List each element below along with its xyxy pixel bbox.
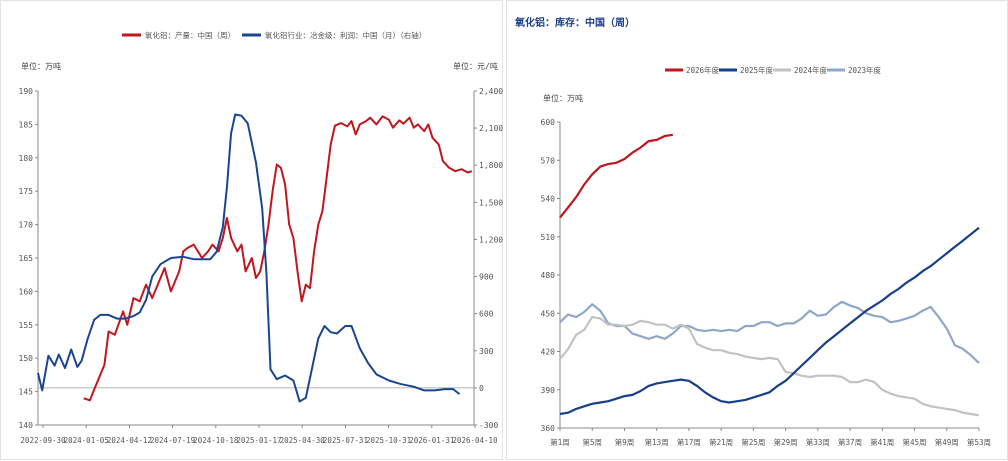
inventory-chart: 氧化铝：库存：中国（周） 2026年度 2025年度 2024年度 2023年度… [514, 16, 991, 447]
y-tick-label: 600 [541, 118, 556, 127]
x-tick-label: 第9周 [615, 437, 635, 447]
right-tick-label: 600 [479, 310, 494, 319]
x-tick-label: 第21周 [709, 437, 733, 447]
x-tick-label: 第25周 [741, 437, 765, 447]
right-axis-unit: 单位：元/吨 [453, 61, 498, 71]
y-tick-label: 540 [541, 195, 556, 204]
x-tick-label: 第41周 [870, 437, 894, 447]
left-tick-label: 170 [19, 221, 34, 230]
x-tick-label: 第33周 [806, 437, 830, 447]
x-tick-label: 第1周 [550, 437, 570, 447]
series-line-profit [37, 113, 461, 403]
x-tick-label: 第5周 [582, 437, 602, 447]
left-tick-label: 145 [19, 388, 34, 397]
right-tick-label: 2,100 [479, 124, 503, 133]
series-line-2025 [559, 226, 980, 416]
x-tick-label: 2025-10-31 [366, 436, 411, 445]
right-chart-panel: 氧化铝：库存：中国（周） 2026年度 2025年度 2024年度 2023年度… [506, 0, 1008, 460]
x-tick-label: 2025-01-17 [236, 436, 281, 445]
right-tick-label: 300 [479, 347, 494, 356]
x-tick-label: 2026-04-10 [452, 436, 498, 445]
right-legend: 2026年度 2025年度 2024年度 2023年度 [665, 65, 882, 75]
left-chart-panel: 氧化铝：产量：中国（周） 氧化铝行业：冶金级：利润：中国（月）（右轴） 单位：万… [0, 0, 503, 460]
y-tick-label: 390 [541, 386, 556, 395]
right-tick-label: 1,500 [479, 198, 503, 207]
x-tick-label: 第49周 [935, 437, 959, 447]
x-tick-label: 2022-09-30 [20, 436, 66, 445]
x-tick-label: 第45周 [903, 437, 927, 447]
y-axis-unit: 单位：万吨 [543, 93, 583, 103]
legend-label-profit: 氧化铝行业：冶金级：利润：中国（月）（右轴） [265, 30, 426, 40]
right-tick-label: 0 [479, 384, 484, 393]
y-tick-label: 480 [541, 271, 556, 280]
x-tick-label: 2024-10-18 [193, 436, 239, 445]
legend-label-production: 氧化铝：产量：中国（周） [145, 30, 235, 40]
left-axes: 140 145 150 155 160 165 170 175 180 185 190 -300 0 30… [19, 87, 504, 445]
left-tick-label: 140 [19, 421, 34, 430]
x-tick-label: 第29周 [774, 437, 798, 447]
left-tick-label: 190 [19, 87, 34, 96]
production-profit-chart: 氧化铝：产量：中国（周） 氧化铝行业：冶金级：利润：中国（月）（右轴） 单位：万… [19, 30, 504, 445]
left-tick-label: 175 [19, 187, 34, 196]
left-tick-label: 180 [19, 154, 34, 163]
chart-title: 氧化铝：库存：中国（周） [514, 16, 635, 29]
series-line-production [83, 115, 473, 402]
legend-label-2025: 2025年度 [740, 65, 774, 75]
x-tick-label: 2026-01-31 [409, 436, 454, 445]
legend-label-2023: 2023年度 [848, 65, 882, 75]
right-tick-label: 2,400 [479, 87, 503, 96]
right-tick-label: 1,200 [479, 235, 503, 244]
left-tick-label: 185 [19, 120, 34, 129]
x-tick-label: 2024-01-05 [64, 436, 109, 445]
series-line-2024 [559, 316, 980, 417]
series-line-2026 [559, 133, 673, 219]
left-series [37, 113, 473, 403]
x-tick-label: 2025-04-30 [280, 436, 326, 445]
x-tick-label: 2024-04-12 [107, 436, 152, 445]
x-tick-label: 第37周 [838, 437, 862, 447]
y-tick-label: 450 [541, 309, 556, 318]
x-tick-label: 2025-07-31 [323, 436, 368, 445]
y-tick-label: 360 [541, 424, 556, 433]
y-tick-label: 570 [541, 156, 556, 165]
left-tick-label: 165 [19, 254, 34, 263]
right-tick-label: 1,800 [479, 161, 503, 170]
x-tick-label: 第17周 [677, 437, 701, 447]
left-legend: 氧化铝：产量：中国（周） 氧化铝行业：冶金级：利润：中国（月）（右轴） [122, 30, 426, 40]
right-series [559, 133, 980, 417]
left-tick-label: 160 [19, 287, 34, 296]
right-axes: 360 390 420 450 480 510 540 570 600 第1周 第5周 第9周 第13周… [541, 118, 991, 447]
x-tick-label: 第53周 [967, 437, 991, 447]
legend-label-2024: 2024年度 [794, 65, 828, 75]
right-tick-label: 900 [479, 273, 494, 282]
right-tick-label: -300 [479, 421, 498, 430]
left-tick-label: 155 [19, 321, 34, 330]
x-tick-label: 第13周 [645, 437, 669, 447]
series-line-2023 [559, 300, 980, 364]
y-tick-label: 420 [541, 348, 556, 357]
left-tick-label: 150 [19, 354, 34, 363]
y-tick-label: 510 [541, 233, 556, 242]
x-tick-label: 2024-07-19 [150, 436, 195, 445]
left-axis-unit: 单位：万吨 [21, 61, 61, 71]
legend-label-2026: 2026年度 [686, 65, 720, 75]
